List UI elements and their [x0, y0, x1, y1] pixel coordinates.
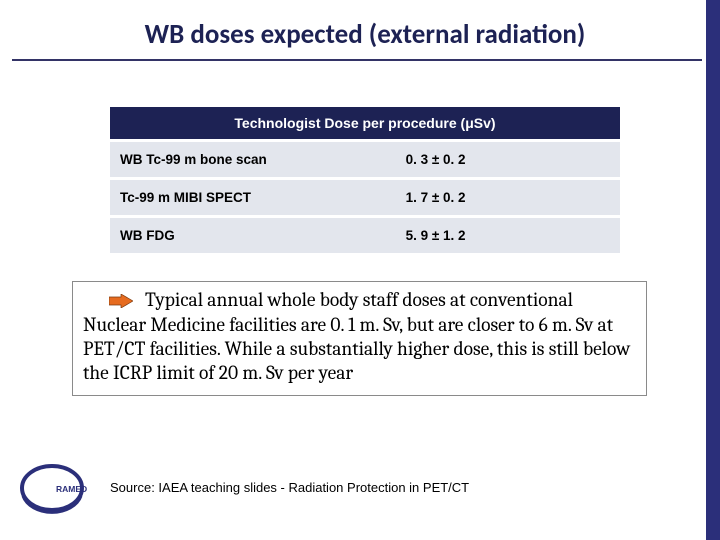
page-title: WB doses expected (external radiation): [55, 18, 675, 51]
body-text: Typical annual whole body staff doses at…: [83, 288, 630, 384]
value-cell: 1. 7 ± 0. 2: [396, 179, 620, 217]
dose-table: Technologist Dose per procedure (μSv) WB…: [110, 107, 620, 253]
table-row: Tc-99 m MIBI SPECT 1. 7 ± 0. 2: [110, 179, 620, 217]
title-underline: [12, 59, 702, 61]
table-header: Technologist Dose per procedure (μSv): [110, 107, 620, 141]
procedure-cell: WB FDG: [110, 217, 396, 254]
logo-text: RAMED: [56, 484, 87, 494]
source-citation: Source: IAEA teaching slides - Radiation…: [110, 480, 469, 495]
procedure-cell: Tc-99 m MIBI SPECT: [110, 179, 396, 217]
table-row: WB Tc-99 m bone scan 0. 3 ± 0. 2: [110, 141, 620, 179]
table-row: WB FDG 5. 9 ± 1. 2: [110, 217, 620, 254]
body-text-box: Typical annual whole body staff doses at…: [72, 281, 647, 396]
ramed-logo: RAMED: [18, 456, 92, 520]
value-cell: 0. 3 ± 0. 2: [396, 141, 620, 179]
procedure-cell: WB Tc-99 m bone scan: [110, 141, 396, 179]
accent-right-bar: [706, 0, 720, 540]
value-cell: 5. 9 ± 1. 2: [396, 217, 620, 254]
arrow-bullet-icon: [109, 290, 133, 314]
